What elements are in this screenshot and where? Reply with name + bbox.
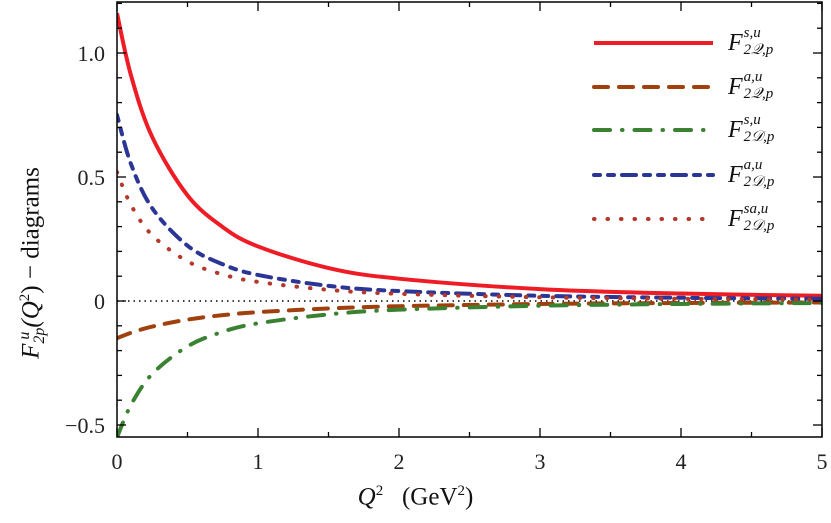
legend-symbol: F (728, 74, 743, 100)
x-tick-label: 2 (394, 449, 405, 474)
legend-symbol: F (728, 117, 743, 143)
y-label-rest: ) − diagrams (17, 167, 45, 294)
x-tick-label: 1 (253, 449, 264, 474)
plot-frame (116, 1, 823, 438)
x-label-unit-sup: 2 (457, 483, 466, 499)
series-line-4 (117, 113, 822, 301)
y-tick-label: 0 (94, 289, 105, 314)
series-line-1 (117, 12, 822, 298)
y-label-symbol: F (17, 343, 45, 359)
legend-sup: s,u (743, 112, 761, 128)
legend-sup: sa,u (743, 201, 769, 217)
legend-sub: 2𝒟,p (743, 218, 775, 234)
series-line-2 (117, 300, 822, 341)
x-label-unit: (GeV (401, 483, 458, 511)
legend-indices: s,u 2𝒟,p (744, 113, 775, 145)
series-line-3 (117, 300, 822, 437)
legend-sub: 2𝒟,p (743, 129, 775, 145)
legend-symbol: F (728, 162, 743, 188)
x-axis-label: Q2 (GeV2) (0, 483, 831, 511)
legend-indices: a,u 2𝒟,p (744, 158, 775, 190)
legend-indices: a,u 2𝒬,p (744, 70, 774, 102)
y-tick-label: −0.5 (65, 413, 105, 438)
legend-sup: a,u (743, 69, 763, 85)
legend-sub: 2𝒬,p (743, 86, 774, 102)
series-group (117, 12, 822, 437)
y-label-arg: (Q (17, 301, 45, 328)
y-tick-label: 0.5 (78, 165, 106, 190)
y-tick-label: 1.0 (78, 41, 106, 66)
x-tick-label: 0 (112, 449, 123, 474)
legend-sub: 2𝒬,p (743, 42, 774, 58)
series-line-5 (117, 170, 822, 302)
x-label-symbol: Q (357, 483, 376, 511)
y-label-sub: 2p (31, 327, 48, 344)
y-label-arg-sup: 2 (17, 293, 33, 302)
legend-indices: s,u 2𝒬,p (744, 26, 774, 58)
x-tick-label: 3 (535, 449, 546, 474)
legend-sup: s,u (743, 25, 761, 41)
x-tick-label: 5 (817, 449, 828, 474)
x-label-sup: 2 (375, 483, 384, 499)
legend-sup: a,u (743, 157, 763, 173)
legend-symbol: F (728, 30, 743, 56)
legend-sub: 2𝒟,p (743, 174, 775, 190)
legend-indices: sa,u 2𝒟,p (744, 202, 775, 234)
x-label-unit-close: ) (465, 483, 474, 511)
x-tick-label: 4 (676, 449, 687, 474)
legend-symbol: F (728, 206, 743, 232)
y-label-sup: u (16, 331, 33, 340)
